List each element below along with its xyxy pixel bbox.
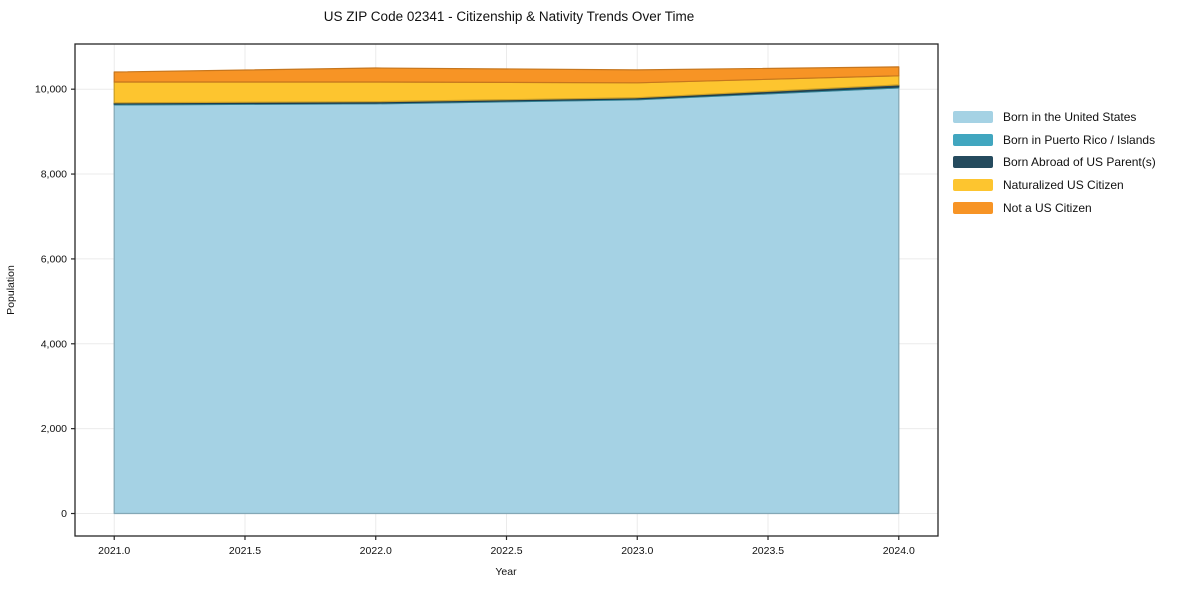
legend-swatch <box>953 201 993 214</box>
x-tick-label: 2022.0 <box>360 545 392 557</box>
legend-item: Born in Puerto Rico / Islands <box>953 132 1156 147</box>
y-tick-label: 6,000 <box>41 253 67 265</box>
y-tick-label: 0 <box>61 508 67 520</box>
area-series-4 <box>113 66 900 84</box>
legend-item: Born Abroad of US Parent(s) <box>953 155 1156 170</box>
y-tick-label: 8,000 <box>41 169 67 181</box>
x-tick-label: 2021.5 <box>229 545 261 557</box>
legend-item: Not a US Citizen <box>953 200 1156 215</box>
legend-label: Naturalized US Citizen <box>1003 178 1124 193</box>
legend-label: Not a US Citizen <box>1003 200 1092 215</box>
legend-swatch <box>953 179 993 192</box>
legend-swatch <box>953 156 993 169</box>
x-tick-label: 2023.5 <box>752 545 784 557</box>
chart-title: US ZIP Code 02341 - Citizenship & Nativi… <box>323 9 695 24</box>
x-tick-label: 2022.5 <box>490 545 522 557</box>
legend-label: Born Abroad of US Parent(s) <box>1003 155 1156 170</box>
x-tick-label: 2021.0 <box>98 545 130 557</box>
legend-swatch <box>953 133 993 146</box>
legend-item: Naturalized US Citizen <box>953 178 1156 193</box>
legend-swatch <box>953 111 993 123</box>
legend-label: Born in the United States <box>1003 110 1137 124</box>
area-series-0 <box>113 87 900 515</box>
y-tick-label: 10,000 <box>35 84 67 96</box>
x-tick-label: 2023.0 <box>621 545 653 557</box>
y-tick-label: 2,000 <box>41 423 67 435</box>
x-tick-label: 2024.0 <box>883 545 915 557</box>
legend-item: Born in the United States <box>953 111 1156 123</box>
legend-label: Born in Puerto Rico / Islands <box>1003 132 1156 147</box>
legend: Born in the United States Born in Puerto … <box>953 111 1156 224</box>
x-axis-label: Year <box>495 566 517 578</box>
y-tick-label: 4,000 <box>41 338 67 350</box>
